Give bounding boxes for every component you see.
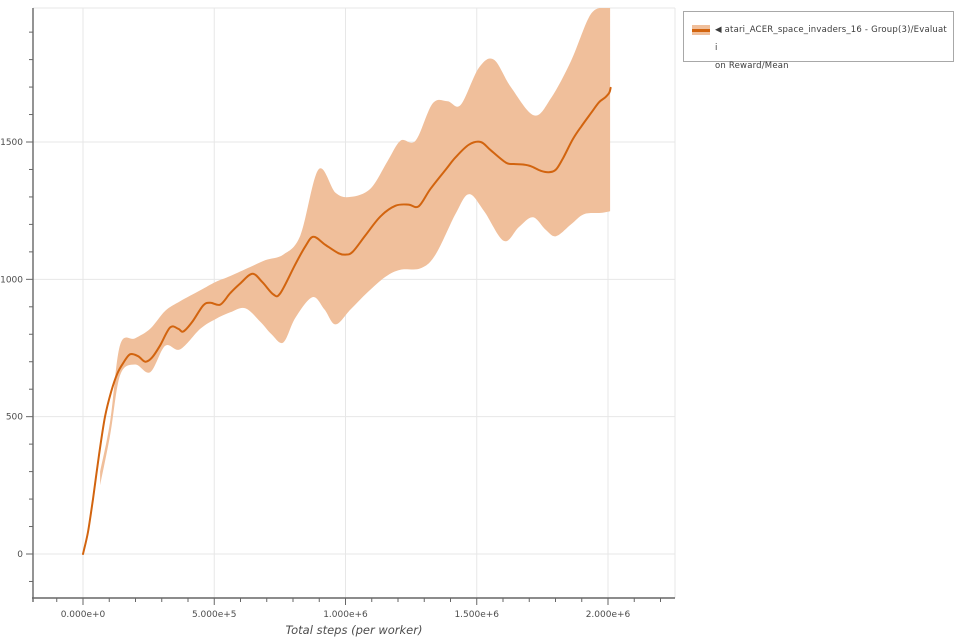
y-tick-label: 0 (17, 550, 23, 560)
axis-ticks (26, 31, 661, 605)
legend-line-swatch (692, 29, 710, 32)
x-tick-label: 1.500e+6 (454, 610, 499, 620)
mean-line (82, 86, 612, 555)
axes-spines (32, 8, 675, 602)
x-tick-label: 2.000e+6 (586, 610, 631, 620)
legend-label: ◀ atari_ACER_space_invaders_16 - Group(3… (715, 21, 947, 75)
x-axis-label: Total steps (per worker) (285, 623, 423, 637)
x-tick-label: 5.000e+5 (192, 610, 237, 620)
legend-entry[interactable]: ◀ atari_ACER_space_invaders_16 - Group(3… (684, 12, 953, 75)
confidence-band (100, 8, 611, 486)
y-tick-label: 1500 (0, 138, 23, 148)
legend-label-line1: ◀ atari_ACER_space_invaders_16 - Group(3… (715, 25, 947, 53)
gridlines (33, 7, 676, 598)
x-tick-label: 1.000e+6 (323, 610, 368, 620)
legend-box[interactable]: ◀ atari_ACER_space_invaders_16 - Group(3… (683, 11, 954, 71)
y-tick-label: 500 (6, 413, 23, 423)
legend-band-swatch (692, 25, 710, 35)
x-tick-label: 0.000e+0 (61, 610, 106, 620)
tick-labels: 0.000e+0 5.000e+5 1.000e+6 1.500e+6 2.000e+6… (0, 138, 630, 620)
legend-label-line2: on Reward/Mean (715, 61, 789, 71)
y-tick-label: 1000 (0, 275, 23, 285)
